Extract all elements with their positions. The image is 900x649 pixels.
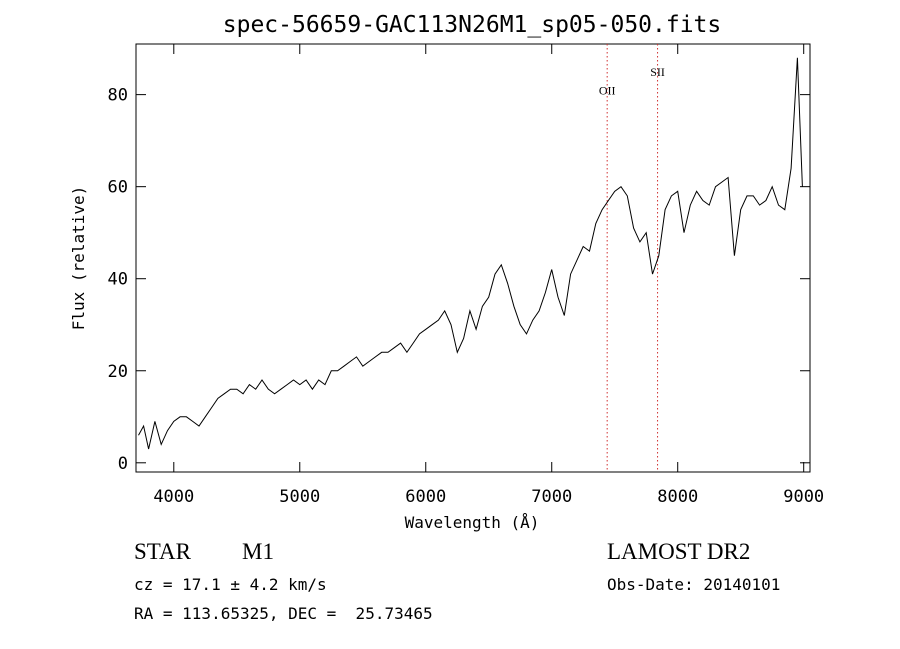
object-subclass: M1 xyxy=(242,539,274,564)
y-tick-label: 60 xyxy=(108,178,128,198)
y-axis-ticks: 0 20 40 60 80 xyxy=(108,86,810,474)
redshift-velocity: cz = 17.1 ± 4.2 km/s xyxy=(134,575,327,594)
y-tick-label: 80 xyxy=(108,86,128,106)
coordinates: RA = 113.65325, DEC = 25.73465 xyxy=(134,604,433,623)
survey-name: LAMOST DR2 xyxy=(607,539,751,564)
plot-frame xyxy=(135,43,811,473)
observation-date: Obs-Date: 20140101 xyxy=(607,575,781,594)
y-tick-label: 20 xyxy=(108,362,128,382)
x-tick-label: 9000 xyxy=(783,487,824,507)
x-tick-label: 4000 xyxy=(153,487,194,507)
y-axis-label: Flux (relative) xyxy=(69,186,88,331)
emission-line-markers: OII SII xyxy=(599,44,665,472)
spectrum-line xyxy=(138,57,803,450)
y-tick-label: 40 xyxy=(108,270,128,290)
chart-title: spec-56659-GAC113N26M1_sp05-050.fits xyxy=(223,12,722,38)
x-axis-label: Wavelength (Å) xyxy=(405,513,540,532)
emission-line-label: SII xyxy=(650,65,665,79)
x-tick-label: 7000 xyxy=(531,487,572,507)
y-tick-label: 0 xyxy=(118,454,128,474)
x-tick-label: 6000 xyxy=(405,487,446,507)
emission-line-label: OII xyxy=(599,84,616,98)
x-tick-label: 8000 xyxy=(657,487,698,507)
spectrum-line-group xyxy=(138,57,803,450)
x-axis-ticks: 4000 5000 6000 7000 8000 9000 xyxy=(153,44,824,507)
x-tick-label: 5000 xyxy=(279,487,320,507)
object-class: STAR xyxy=(134,539,191,564)
